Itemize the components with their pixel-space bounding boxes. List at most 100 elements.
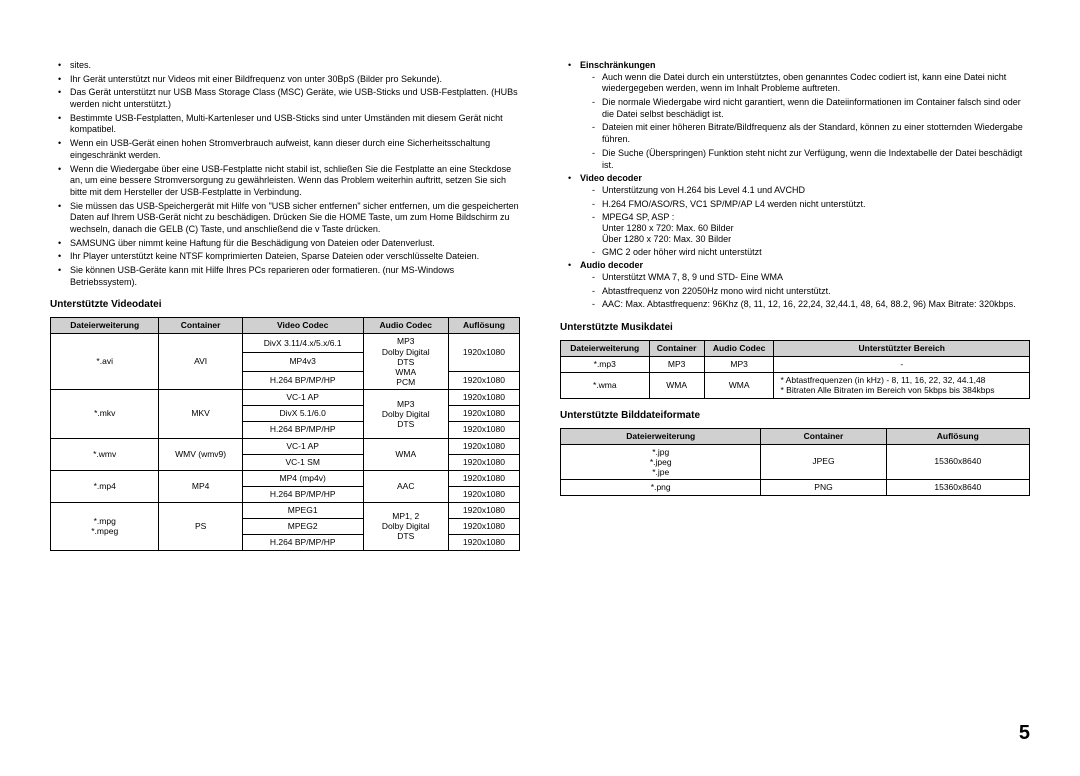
note-item: Sie können USB-Geräte kann mit Hilfe Ihr… bbox=[62, 265, 520, 288]
cell-container: WMA bbox=[649, 373, 704, 398]
cell-ext: *.mp3 bbox=[561, 357, 650, 373]
th-container: Container bbox=[761, 428, 886, 444]
cell-acodec: WMA bbox=[363, 438, 448, 470]
cell-res: 1920x1080 bbox=[448, 390, 519, 406]
usb-notes-list: sites. Ihr Gerät unterstützt nur Videos … bbox=[50, 60, 520, 288]
limits-block: Einschränkungen Auch wenn die Datei durc… bbox=[560, 60, 1030, 311]
cell-acodec: AAC bbox=[363, 470, 448, 502]
left-column: sites. Ihr Gerät unterstützt nur Videos … bbox=[50, 60, 520, 561]
vdec-item: H.264 FMO/ASO/RS, VC1 SP/MP/AP L4 werden… bbox=[594, 199, 1030, 211]
vdec-item: GMC 2 oder höher wird nicht unterstützt bbox=[594, 247, 1030, 259]
limits-title: Einschränkungen Auch wenn die Datei durc… bbox=[572, 60, 1030, 171]
cell-res: 1920x1080 bbox=[448, 438, 519, 454]
cell-container: MP3 bbox=[649, 357, 704, 373]
cell-res: 15360x8640 bbox=[886, 480, 1029, 496]
image-table: Dateierweiterung Container Auflösung *.j… bbox=[560, 428, 1030, 497]
vdec-item: Unterstützung von H.264 bis Level 4.1 un… bbox=[594, 185, 1030, 197]
cell-container: WMV (wmv9) bbox=[159, 438, 242, 470]
cell-container: MP4 bbox=[159, 470, 242, 502]
th-acodec: Audio Codec bbox=[363, 318, 448, 334]
cell-ext: *.mpg*.mpeg bbox=[51, 502, 159, 550]
video-title: Unterstützte Videodatei bbox=[50, 298, 520, 311]
cell-ext: *.wma bbox=[561, 373, 650, 398]
adec-item: Unterstützt WMA 7, 8, 9 und STD- Eine WM… bbox=[594, 272, 1030, 284]
cell-acodec: WMA bbox=[704, 373, 774, 398]
th-acodec: Audio Codec bbox=[704, 341, 774, 357]
cell-vcodec: H.264 BP/MP/HP bbox=[242, 486, 363, 502]
note-item: Das Gerät unterstützt nur USB Mass Stora… bbox=[62, 87, 520, 110]
video-table: Dateierweiterung Container Video Codec A… bbox=[50, 317, 520, 550]
cell-vcodec: MPEG2 bbox=[242, 518, 363, 534]
cell-range: * Abtastfrequenzen (in kHz) - 8, 11, 16,… bbox=[774, 373, 1030, 398]
note-item: sites. bbox=[62, 60, 520, 72]
th-container: Container bbox=[159, 318, 242, 334]
cell-res: 1920x1080 bbox=[448, 534, 519, 550]
cell-vcodec: VC-1 AP bbox=[242, 438, 363, 454]
cell-res: 1920x1080 bbox=[448, 406, 519, 422]
cell-acodec: MP3Dolby DigitalDTS bbox=[363, 390, 448, 438]
music-table: Dateierweiterung Container Audio Codec U… bbox=[560, 340, 1030, 398]
music-title: Unterstützte Musikdatei bbox=[560, 321, 1030, 334]
note-item: Bestimmte USB-Festplatten, Multi-Kartenl… bbox=[62, 113, 520, 136]
cell-res: 1920x1080 bbox=[448, 422, 519, 438]
cell-res: 1920x1080 bbox=[448, 470, 519, 486]
cell-container: JPEG bbox=[761, 444, 886, 480]
adec-item: AAC: Max. Abtastfrequenz: 96Khz (8, 11, … bbox=[594, 299, 1030, 311]
th-container: Container bbox=[649, 341, 704, 357]
cell-range: - bbox=[774, 357, 1030, 373]
cell-acodec: MP1, 2Dolby DigitalDTS bbox=[363, 502, 448, 550]
cell-res: 1920x1080 bbox=[448, 371, 519, 390]
th-ext: Dateierweiterung bbox=[561, 428, 761, 444]
note-item: Sie müssen das USB-Speichergerät mit Hil… bbox=[62, 201, 520, 236]
cell-vcodec: H.264 BP/MP/HP bbox=[242, 534, 363, 550]
right-column: Einschränkungen Auch wenn die Datei durc… bbox=[560, 60, 1030, 561]
vdec-title: Video decoder Unterstützung von H.264 bi… bbox=[572, 173, 1030, 258]
cell-res: 1920x1080 bbox=[448, 334, 519, 371]
limit-item: Auch wenn die Datei durch ein unterstütz… bbox=[594, 72, 1030, 95]
cell-ext: *.mp4 bbox=[51, 470, 159, 502]
th-vcodec: Video Codec bbox=[242, 318, 363, 334]
cell-container: PS bbox=[159, 502, 242, 550]
limit-item: Die Suche (Überspringen) Funktion steht … bbox=[594, 148, 1030, 171]
cell-res: 1920x1080 bbox=[448, 454, 519, 470]
cell-res: 1920x1080 bbox=[448, 518, 519, 534]
note-item: Ihr Gerät unterstützt nur Videos mit ein… bbox=[62, 74, 520, 86]
image-title: Unterstützte Bilddateiformate bbox=[560, 409, 1030, 422]
cell-vcodec: MPEG1 bbox=[242, 502, 363, 518]
note-item: Wenn die Wiedergabe über eine USB-Festpl… bbox=[62, 164, 520, 199]
cell-vcodec: DivX 3.11/4.x/5.x/6.1 bbox=[242, 334, 363, 353]
cell-vcodec: H.264 BP/MP/HP bbox=[242, 422, 363, 438]
cell-container: PNG bbox=[761, 480, 886, 496]
adec-item: Abtastfrequenz von 22050Hz mono wird nic… bbox=[594, 286, 1030, 298]
note-item: SAMSUNG über nimmt keine Haftung für die… bbox=[62, 238, 520, 250]
th-range: Unterstützter Bereich bbox=[774, 341, 1030, 357]
cell-vcodec: MP4v3 bbox=[242, 353, 363, 372]
cell-res: 1920x1080 bbox=[448, 486, 519, 502]
th-res: Auflösung bbox=[448, 318, 519, 334]
th-ext: Dateierweiterung bbox=[561, 341, 650, 357]
cell-vcodec: VC-1 SM bbox=[242, 454, 363, 470]
cell-acodec: MP3 bbox=[704, 357, 774, 373]
note-item: Ihr Player unterstützt keine NTSF kompri… bbox=[62, 251, 520, 263]
cell-ext: *.jpg*.jpeg*.jpe bbox=[561, 444, 761, 480]
cell-ext: *.png bbox=[561, 480, 761, 496]
cell-ext: *.avi bbox=[51, 334, 159, 390]
limit-item: Die normale Wiedergabe wird nicht garant… bbox=[594, 97, 1030, 120]
cell-acodec: MP3Dolby DigitalDTSWMAPCM bbox=[363, 334, 448, 390]
cell-ext: *.mkv bbox=[51, 390, 159, 438]
cell-vcodec: VC-1 AP bbox=[242, 390, 363, 406]
th-ext: Dateierweiterung bbox=[51, 318, 159, 334]
cell-vcodec: DivX 5.1/6.0 bbox=[242, 406, 363, 422]
note-item: Wenn ein USB-Gerät einen hohen Stromverb… bbox=[62, 138, 520, 161]
adec-title: Audio decoder Unterstützt WMA 7, 8, 9 un… bbox=[572, 260, 1030, 311]
page-number: 5 bbox=[1019, 720, 1030, 746]
cell-container: AVI bbox=[159, 334, 242, 390]
cell-vcodec: H.264 BP/MP/HP bbox=[242, 371, 363, 390]
cell-vcodec: MP4 (mp4v) bbox=[242, 470, 363, 486]
cell-res: 15360x8640 bbox=[886, 444, 1029, 480]
th-res: Auflösung bbox=[886, 428, 1029, 444]
limit-item: Dateien mit einer höheren Bitrate/Bildfr… bbox=[594, 122, 1030, 145]
cell-container: MKV bbox=[159, 390, 242, 438]
cell-res: 1920x1080 bbox=[448, 502, 519, 518]
cell-ext: *.wmv bbox=[51, 438, 159, 470]
